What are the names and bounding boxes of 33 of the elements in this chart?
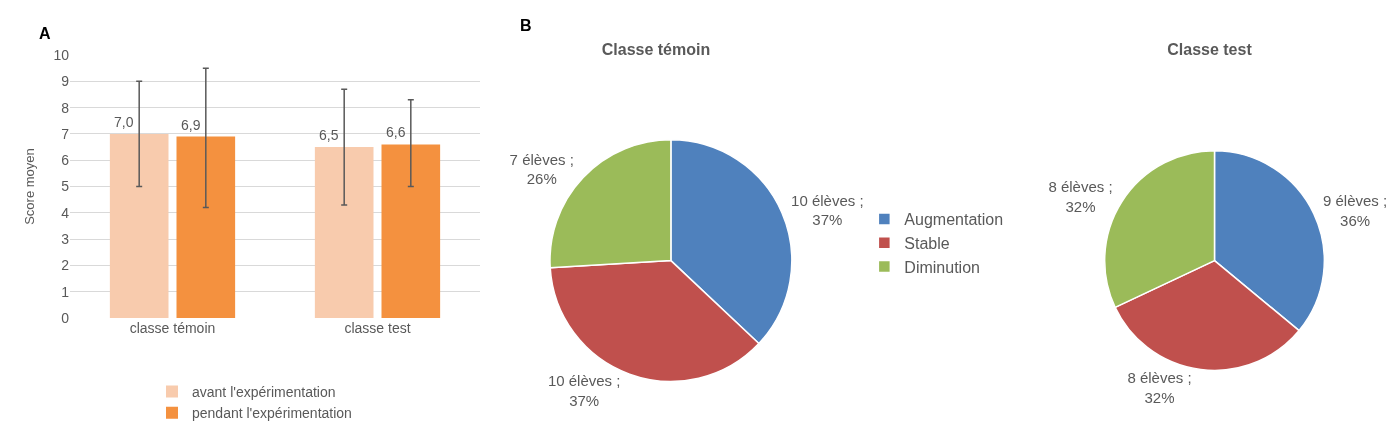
y-tick-label: 7 [61,125,70,142]
data-label: 10 élèves ; 37% [791,191,864,229]
y-tick-label: 2 [61,257,70,274]
y-tick-label: 3 [61,231,70,247]
y-tick-label: 1 [61,283,70,300]
data-label: 10 élèves ; 37% [547,372,621,409]
data-label: 6,5 [319,127,339,143]
y-tick-label: 8 [61,99,70,116]
legend-label: avant l'expérimentation [192,383,336,400]
data-label: 7,0 [114,114,134,130]
y-tick-label: 6 [61,152,70,169]
y-tick-label: 0 [61,309,70,326]
chart-title: Classe test [1167,41,1253,59]
text: A [39,25,51,42]
chart-title: Classe témoin [601,41,711,59]
legend-label: Augmentation [904,211,1004,229]
data-label: 7 élèves ; 26% [509,150,574,188]
y-axis-title: Score moyen [22,148,37,225]
data-label: 6,9 [181,117,201,133]
y-tick-label: 4 [61,204,70,221]
y-tick-label: 10 [53,46,70,63]
y-tick-label: 5 [61,178,70,195]
legend-label: pendant l'expérimentation [192,405,352,422]
data-label: 9 élèves ; 36% [1322,192,1388,229]
data-label: 8 élèves ; 32% [1048,178,1113,215]
x-tick-label: classe témoin [129,320,216,336]
data-label: 8 élèves ; 32% [1127,369,1192,406]
text: B [520,17,532,34]
y-tick-label: 9 [61,73,70,90]
data-label: 6,6 [386,124,406,140]
legend-label: Stable [904,234,950,252]
legend-label: Diminution [904,258,980,276]
x-tick-label: classe test [344,320,411,336]
